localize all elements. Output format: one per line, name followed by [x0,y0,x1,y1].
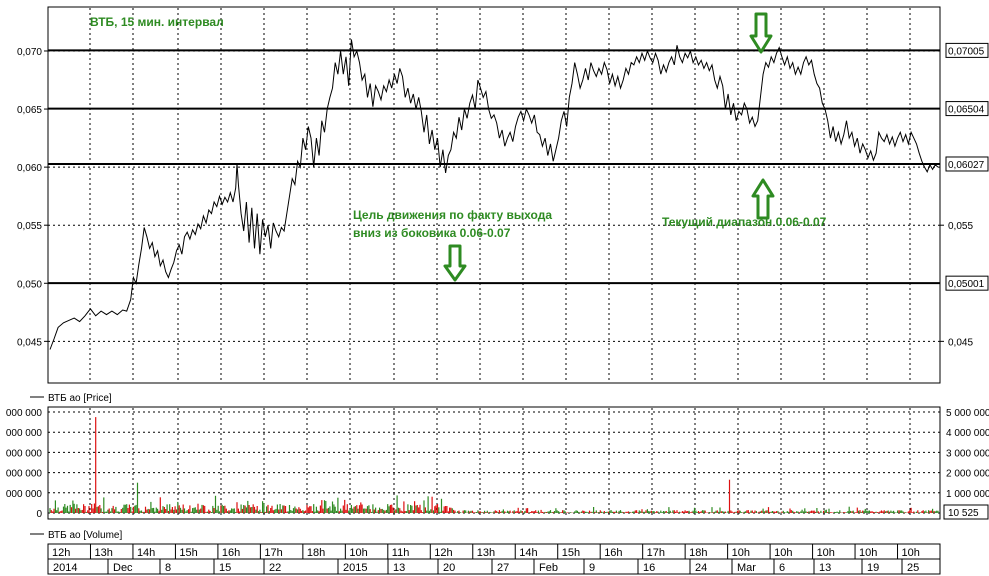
level-label: 0,06504 [948,105,985,116]
time-label: 10h [774,547,792,559]
volume-last-value: 10 525 [948,508,979,519]
date-label: 13 [393,562,405,574]
time-labels: 12h 13h 14h 15h 16h 17h 18h 10h 11h 12h 13h 14h 15h 1… [52,544,920,559]
right-tick-label: 0,045 [948,337,973,348]
time-label: 14h [137,547,155,559]
time-label: 10h [732,547,750,559]
time-label: 14h [519,547,537,559]
time-label: 10h [349,547,367,559]
right-y-axis: 0,055 0,045 [940,221,973,348]
right-tick-label: 0,055 [948,221,973,232]
volume-panel [47,406,941,520]
time-label: 15h [179,547,197,559]
time-label: 15h [562,547,580,559]
volume-left-tick-label: 000 000 [6,448,43,459]
date-label: 20 [443,562,455,574]
level-label: 0,05001 [948,279,985,290]
time-label: 10h [817,547,835,559]
volume-right-tick-label: 4 000 000 [946,428,989,439]
left-tick-label: 0,050 [17,279,42,290]
volume-right-tick-label: 1 000 000 [946,489,989,500]
annotation-current-range: Текущий диапазон 0.06-0.07 [662,215,827,229]
price-series-line [49,39,939,350]
left-tick-label: 0,065 [17,105,42,116]
level-label-box [945,156,989,172]
left-tick-label: 0,060 [17,163,42,174]
date-label: 9 [589,562,595,574]
date-label: 24 [695,562,707,574]
date-label: 27 [497,562,509,574]
time-label: 13h [477,547,495,559]
date-label: 13 [819,562,831,574]
chart-title: ВТБ, 15 мин. интервал [90,15,224,29]
volume-right-tick-label: 2 000 000 [946,469,989,480]
annotation-target-line2: вниз из боковика 0.06-0.07 [353,226,511,240]
date-label: Dec [113,562,133,574]
time-label: 10h [902,547,920,559]
date-label: 8 [165,562,171,574]
volume-legend: ВТБ ao [Volume] [48,530,122,541]
time-label: 11h [392,547,410,559]
date-label: 15 [219,562,231,574]
price-panel [47,6,941,384]
volume-last-box [943,504,989,520]
left-y-axis: 0,045 0,050 0,055 0,060 0,065 0,070 [17,47,48,348]
annotation-target-line1: Цель движения по факту выхода [353,208,552,222]
time-label: 18h [689,547,707,559]
volume-bars [49,417,939,513]
price-levels [48,49,940,285]
date-label: 2015 [343,562,367,574]
volume-right-tick-label: 5 000 000 [946,408,989,419]
volume-left-tick-label: 000 000 [6,469,43,480]
date-label: 6 [779,562,785,574]
left-tick-label: 0,055 [17,221,42,232]
time-label: 13h [94,547,112,559]
level-label-box [945,275,989,291]
time-label: 12h [434,547,452,559]
date-label: Feb [539,562,558,574]
volume-left-tick-label: 000 000 [6,408,43,419]
level-labels: 0,07005 0,06504 0,06027 0,05001 [945,42,989,291]
date-label: 25 [907,562,919,574]
level-label-box [945,101,989,117]
level-label: 0,07005 [948,46,985,57]
volume-left-tick-label: 000 000 [6,428,43,439]
price-line-group [49,39,939,350]
date-label: 2014 [53,562,77,574]
level-label: 0,06027 [948,160,985,171]
time-label: 10h [859,547,877,559]
volume-right-tick-label: 3 000 000 [946,448,989,459]
time-label: 16h [604,547,622,559]
arrow-up-icon [751,178,775,220]
date-label: Mar [737,562,756,574]
price-legend: ВТБ ао [Price] [48,393,112,404]
left-tick-label: 0,070 [17,47,42,58]
date-label: 19 [867,562,879,574]
level-label-box [945,42,989,58]
volume-left-tick-label: 000 000 [6,489,43,500]
arrow-down-top-icon [749,12,773,54]
time-label: 17h [264,547,282,559]
arrow-down-target-icon [443,244,467,282]
volume-left-tick-label: 0 [36,509,42,520]
time-label: 18h [307,547,325,559]
time-label: 17h [647,547,665,559]
date-labels: 2014 Dec 8 15 22 2015 13 20 27 Feb 9 16 24 Mar 6 13 19 25 [53,559,919,574]
time-label: 16h [222,547,240,559]
time-label: 12h [52,547,70,559]
date-label: 22 [269,562,281,574]
date-label: 16 [643,562,655,574]
left-tick-label: 0,045 [17,337,42,348]
